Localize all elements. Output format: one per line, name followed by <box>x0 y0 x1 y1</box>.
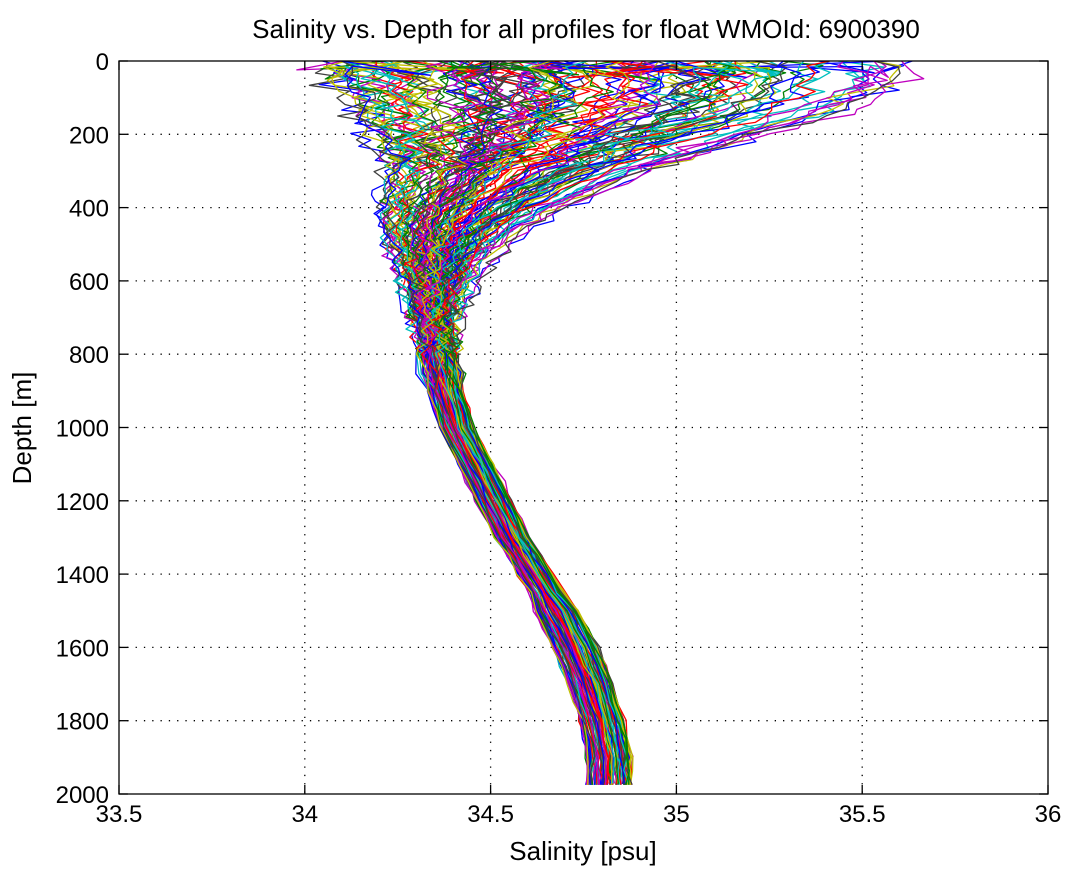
profile-line <box>415 61 640 785</box>
x-tick-labels: 33.5 34 34.5 35 35.5 36 <box>96 801 1062 828</box>
profile-line <box>341 61 605 785</box>
y-tick-label: 400 <box>69 196 109 223</box>
y-tick-label: 0 <box>96 49 109 76</box>
profile-line <box>420 61 662 785</box>
y-tick-label: 200 <box>69 122 109 149</box>
x-tick-label: 36 <box>1035 801 1062 828</box>
profile-line <box>443 61 913 785</box>
x-axis-label: Salinity [psu] <box>509 836 656 866</box>
profile-line <box>349 61 613 785</box>
profile-line <box>425 61 615 784</box>
profile-line <box>404 61 609 785</box>
y-tick-label: 600 <box>69 269 109 296</box>
profile-line <box>446 61 902 785</box>
y-tick-label: 800 <box>69 342 109 369</box>
y-tick-labels: 0 200 400 600 800 1000 1200 1400 1600 1800 2000 <box>56 49 109 809</box>
x-tick-label: 34.5 <box>467 801 514 828</box>
x-tick-label: 35.5 <box>839 801 886 828</box>
x-tick-label: 34 <box>291 801 318 828</box>
profile-line <box>410 61 596 785</box>
profile-line <box>417 61 588 784</box>
y-tick-label: 2000 <box>56 782 109 809</box>
profile-line <box>445 61 925 785</box>
chart-title: Salinity vs. Depth for all profiles for … <box>252 14 920 44</box>
profile-line <box>441 61 624 784</box>
x-tick-label: 33.5 <box>96 801 143 828</box>
y-tick-label: 1400 <box>56 562 109 589</box>
profile-lines <box>296 61 925 786</box>
profile-line <box>435 61 630 785</box>
axis-ticks <box>118 60 1049 795</box>
x-tick-label: 35 <box>663 801 690 828</box>
plot-area <box>296 61 925 786</box>
y-tick-label: 1800 <box>56 709 109 736</box>
profile-line <box>412 61 620 784</box>
y-tick-label: 1600 <box>56 635 109 662</box>
profile-line <box>414 61 600 785</box>
y-axis-label: Depth [m] <box>7 372 37 485</box>
profile-line <box>420 61 830 785</box>
profile-line <box>431 61 625 784</box>
y-tick-label: 1000 <box>56 416 109 443</box>
y-tick-label: 1200 <box>56 489 109 516</box>
grid-lines <box>119 61 1048 794</box>
profile-line <box>447 61 901 786</box>
